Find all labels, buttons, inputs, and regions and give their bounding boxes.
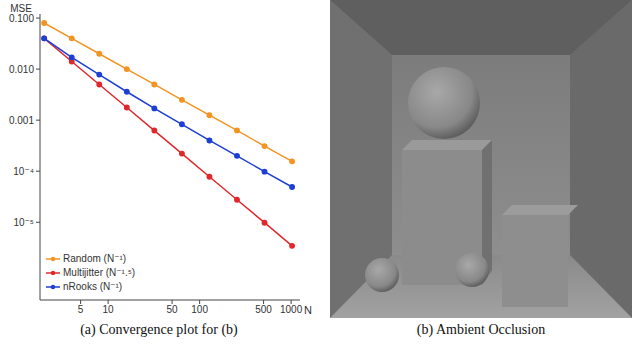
svg-text:500: 500 [255, 304, 272, 315]
html-text:nRooks (N⁻¹): nRooks (N⁻¹) [63, 281, 123, 292]
svg-text:10⁻⁴: 10⁻⁴ [13, 166, 34, 177]
html-text:(a) Convergence plot for (b): (a) Convergence plot for (b) [80, 322, 238, 337]
html-text:Multijitter (N⁻¹.⁵): Multijitter (N⁻¹.⁵) [63, 267, 136, 278]
svg-text:MSE: MSE [10, 3, 32, 14]
svg-text:0.100: 0.100 [9, 13, 34, 24]
svg-text:5: 5 [78, 304, 84, 315]
html-text:Random (N⁻¹): Random (N⁻¹) [63, 253, 127, 264]
svg-text:10: 10 [103, 304, 115, 315]
svg-text:50: 50 [167, 304, 179, 315]
svg-text:0.001: 0.001 [9, 115, 34, 126]
svg-text:N: N [304, 304, 312, 316]
html-text:(b) Ambient Occlusion: (b) Ambient Occlusion [416, 322, 546, 337]
svg-text:100: 100 [191, 304, 208, 315]
svg-text:0.010: 0.010 [9, 64, 34, 75]
svg-text:1000: 1000 [280, 304, 303, 315]
svg-text:10⁻⁵: 10⁻⁵ [13, 217, 34, 228]
